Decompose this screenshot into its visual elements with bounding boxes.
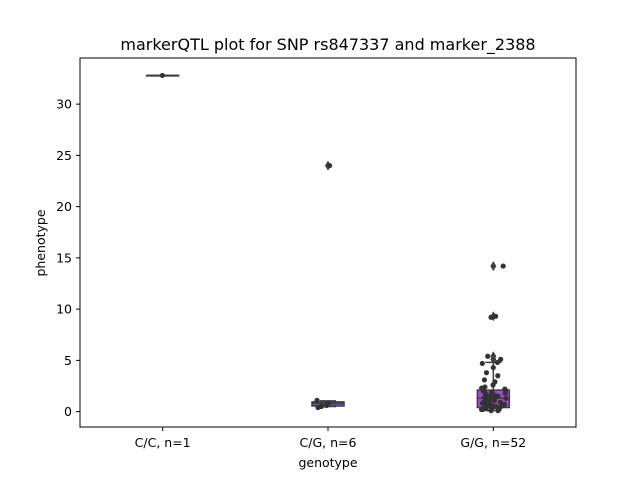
y-tick-label: 5 <box>64 353 72 368</box>
data-point <box>495 373 501 379</box>
y-tick-label: 20 <box>56 199 72 214</box>
y-tick-label: 30 <box>56 97 72 112</box>
data-point <box>498 356 504 362</box>
data-point <box>500 263 506 269</box>
plot-area-frame <box>79 57 577 428</box>
data-point <box>493 313 499 319</box>
data-point <box>479 360 485 367</box>
data-point <box>326 163 333 169</box>
data-point <box>503 395 509 401</box>
data-point <box>485 353 491 359</box>
data-point <box>488 314 494 320</box>
data-point <box>494 359 501 366</box>
box-outlier-marker <box>490 261 497 272</box>
y-tick-label: 25 <box>56 148 72 163</box>
data-point <box>159 72 166 79</box>
data-point <box>488 408 494 414</box>
data-point <box>318 403 324 410</box>
x-tick-label: C/C, n=1 <box>135 435 191 450</box>
chart-title: markerQTL plot for SNP rs847337 and mark… <box>120 35 535 55</box>
y-tick-label: 10 <box>56 302 72 317</box>
data-point <box>478 406 485 413</box>
data-point <box>325 400 331 407</box>
data-point <box>491 397 498 403</box>
x-axis-title: genotype <box>298 455 357 470</box>
data-point <box>481 377 488 383</box>
data-point <box>502 390 508 396</box>
x-tick-label: C/G, n=6 <box>300 435 357 450</box>
data-point <box>483 370 490 376</box>
data-point <box>490 364 496 371</box>
data-point <box>314 397 320 403</box>
y-tick-label: 0 <box>64 404 72 419</box>
y-axis-title: phenotype <box>33 209 48 276</box>
data-point <box>495 393 501 399</box>
y-tick-label: 15 <box>56 250 72 265</box>
data-point <box>479 400 485 407</box>
x-tick-label: G/G, n=52 <box>460 435 526 450</box>
data-point <box>490 382 496 388</box>
data-point <box>495 408 501 414</box>
box-outlier-marker <box>490 351 497 362</box>
